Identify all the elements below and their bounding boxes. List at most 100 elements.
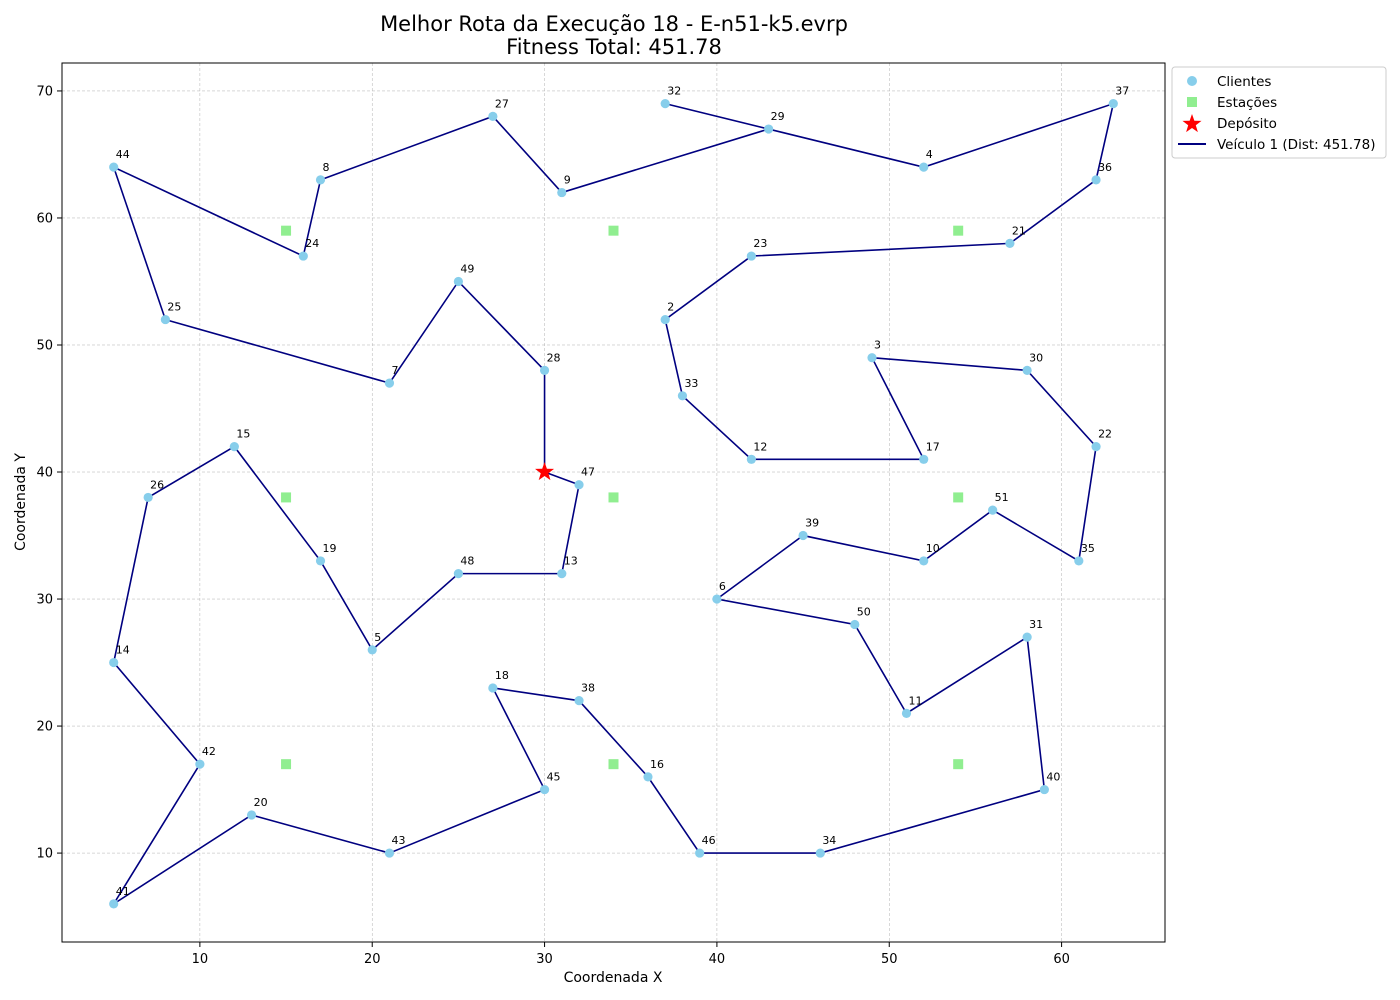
client-label: 26 xyxy=(150,478,164,491)
client-marker xyxy=(229,442,239,452)
plot-frame xyxy=(61,62,1166,943)
legend-stations-label: Estações xyxy=(1217,95,1277,111)
client-marker xyxy=(453,276,463,287)
x-tick-label: 40 xyxy=(709,952,726,967)
client-label: 10 xyxy=(926,542,940,555)
client-marker xyxy=(488,683,498,693)
client-marker xyxy=(109,162,119,172)
client-marker xyxy=(1022,365,1032,375)
client-label: 24 xyxy=(305,237,319,250)
client-marker xyxy=(574,696,584,706)
station-marker xyxy=(281,225,292,236)
x-axis-label: Coordenada X xyxy=(564,970,663,986)
chart-title: Melhor Rota da Execução 18 - E-n51-k5.ev… xyxy=(380,12,848,59)
client-marker xyxy=(384,848,395,858)
legend-route-label: Veículo 1 (Dist: 451.78) xyxy=(1217,137,1376,153)
client-marker xyxy=(798,530,808,541)
client-label: 32 xyxy=(667,85,681,98)
x-tick-label: 60 xyxy=(1053,952,1070,967)
client-marker xyxy=(298,251,308,261)
client-label: 46 xyxy=(702,834,716,847)
client-label: 35 xyxy=(1081,542,1095,555)
client-label: 11 xyxy=(908,694,922,707)
y-tick-label: 70 xyxy=(36,84,53,99)
client-marker xyxy=(246,810,257,820)
station-marker xyxy=(281,492,292,503)
client-label: 3 xyxy=(874,339,881,352)
client-label: 20 xyxy=(254,796,268,809)
client-label: 9 xyxy=(564,174,571,187)
vehicle-route-line xyxy=(112,102,1115,905)
client-marker xyxy=(1091,175,1101,185)
client-label: 7 xyxy=(391,364,398,377)
client-marker xyxy=(315,556,326,566)
client-label: 23 xyxy=(753,237,767,250)
client-label: 48 xyxy=(460,555,474,568)
chart-title-line2: Fitness Total: 451.78 xyxy=(506,35,722,59)
client-label: 2 xyxy=(667,301,674,314)
client-label: 44 xyxy=(116,148,130,161)
legend-clients-marker xyxy=(1187,76,1197,86)
client-marker xyxy=(919,556,929,566)
client-label: 16 xyxy=(650,758,664,771)
client-marker xyxy=(660,99,670,109)
client-label: 37 xyxy=(1115,85,1129,98)
client-marker xyxy=(988,505,998,515)
client-label: 4 xyxy=(926,148,933,161)
legend-depot-label: Depósito xyxy=(1217,116,1277,132)
client-marker xyxy=(384,378,395,388)
client-label: 14 xyxy=(116,644,130,657)
client-marker xyxy=(764,124,774,134)
client-marker xyxy=(539,365,550,375)
client-marker xyxy=(195,759,205,769)
y-axis-ticks: 10 20 30 40 50 60 70 xyxy=(36,84,62,862)
client-marker xyxy=(557,187,567,198)
client-marker xyxy=(557,569,567,579)
client-label: 29 xyxy=(771,110,785,123)
y-tick-label: 60 xyxy=(36,211,53,226)
y-axis-label: Coordenada Y xyxy=(13,453,29,551)
client-marker xyxy=(919,454,929,464)
gridlines xyxy=(62,63,1165,942)
client-marker xyxy=(488,111,498,121)
route-lines xyxy=(112,102,1115,905)
client-marker xyxy=(574,480,584,490)
client-marker xyxy=(643,772,653,782)
client-marker xyxy=(367,645,377,655)
y-tick-label: 30 xyxy=(36,593,53,608)
station-marker xyxy=(953,759,964,770)
client-marker xyxy=(695,848,705,858)
client-label: 49 xyxy=(460,262,474,275)
client-marker xyxy=(919,162,929,172)
legend: Clientes Estações Depósito Veículo 1 (Di… xyxy=(1171,66,1387,159)
client-label: 30 xyxy=(1029,351,1043,364)
client-marker xyxy=(660,314,670,325)
y-tick-label: 10 xyxy=(36,847,53,862)
client-marker xyxy=(315,175,326,185)
station-marker xyxy=(281,759,292,770)
client-label: 38 xyxy=(581,682,595,695)
legend-clients-label: Clientes xyxy=(1217,74,1271,90)
x-tick-label: 20 xyxy=(364,952,381,967)
client-label: 47 xyxy=(581,466,595,479)
client-label: 50 xyxy=(857,605,871,618)
client-labels: 2345678910111213141516171819202122232425… xyxy=(116,85,1130,898)
y-tick-label: 40 xyxy=(36,466,53,481)
client-label: 8 xyxy=(323,161,330,174)
x-tick-label: 50 xyxy=(881,952,898,967)
client-label: 51 xyxy=(995,491,1009,504)
client-marker xyxy=(867,353,877,363)
client-label: 18 xyxy=(495,669,509,682)
client-label: 28 xyxy=(547,351,561,364)
legend-box xyxy=(1171,66,1387,159)
client-label: 19 xyxy=(323,542,337,555)
depot xyxy=(535,462,555,481)
x-tick-label: 10 xyxy=(192,952,209,967)
client-marker xyxy=(539,784,550,795)
client-label: 22 xyxy=(1098,428,1112,441)
client-label: 40 xyxy=(1046,771,1060,784)
client-marker xyxy=(746,251,756,261)
client-marker xyxy=(143,492,153,503)
client-label: 31 xyxy=(1029,618,1043,631)
x-axis-ticks: 10 20 30 40 50 60 xyxy=(192,942,1070,967)
